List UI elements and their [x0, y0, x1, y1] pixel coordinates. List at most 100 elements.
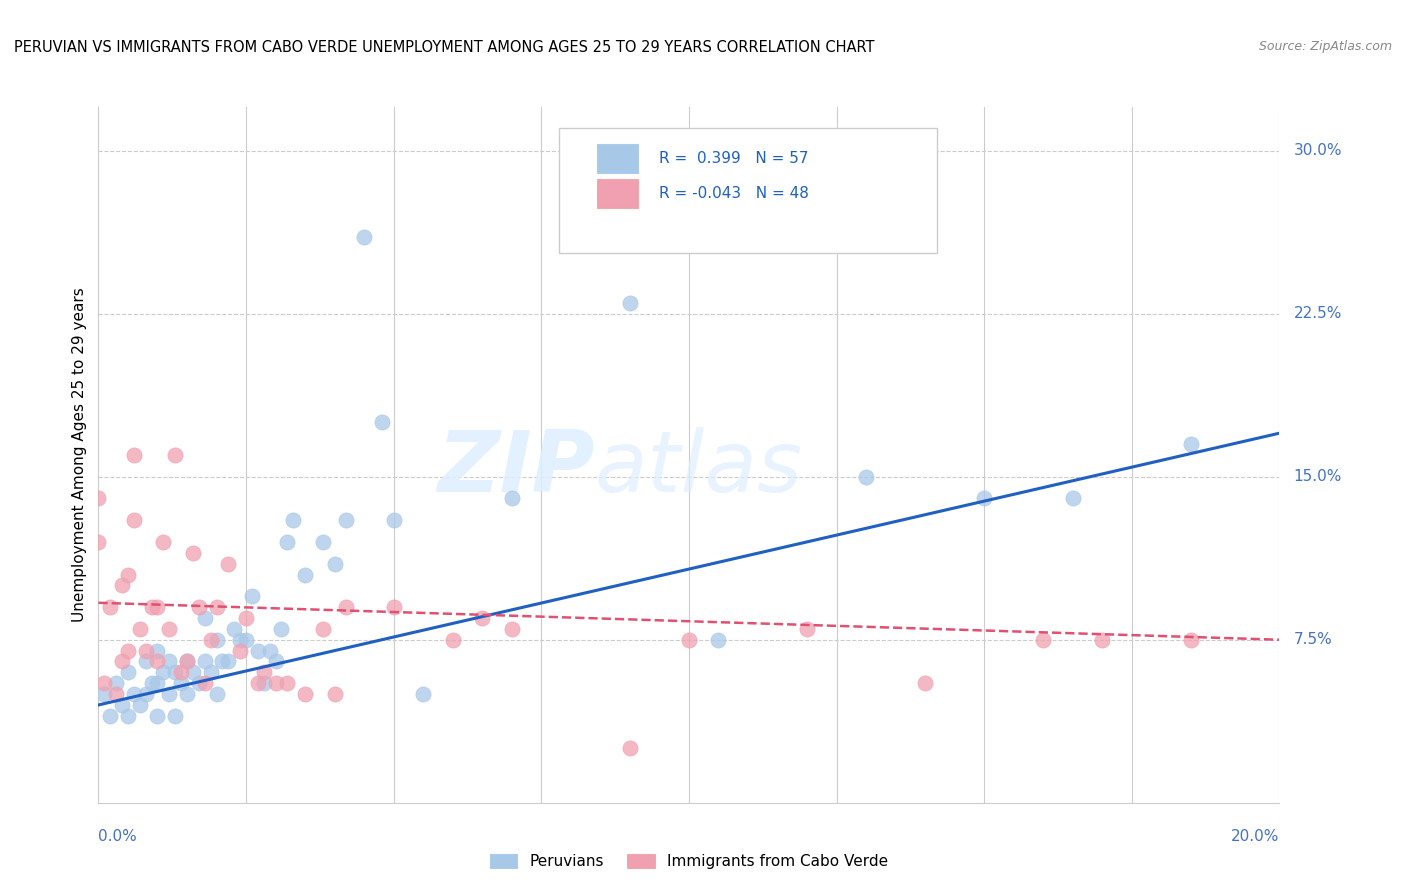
Point	[294, 687, 316, 701]
Text: 0.0%: 0.0%	[98, 829, 138, 844]
Point	[211, 655, 233, 669]
Point	[122, 687, 145, 701]
Bar	[596, 144, 638, 173]
Point	[146, 655, 169, 669]
Point	[294, 567, 316, 582]
Bar	[596, 178, 638, 208]
Point	[93, 676, 115, 690]
Point	[135, 687, 157, 701]
Point	[170, 676, 193, 690]
Point	[205, 600, 228, 615]
Point	[335, 600, 357, 615]
Point	[157, 687, 180, 701]
Point	[176, 687, 198, 701]
Point	[200, 632, 222, 647]
Text: ZIP: ZIP	[437, 427, 595, 510]
Point	[501, 622, 523, 636]
Point	[253, 665, 276, 680]
Point	[276, 676, 298, 690]
Point	[335, 513, 357, 527]
Point	[146, 708, 169, 723]
Point	[707, 632, 730, 647]
Point	[98, 600, 121, 615]
Point	[165, 665, 187, 680]
Point	[229, 632, 252, 647]
Point	[128, 622, 150, 636]
Text: 30.0%: 30.0%	[1294, 143, 1343, 158]
Point	[312, 534, 335, 549]
Point	[135, 643, 157, 657]
Point	[914, 676, 936, 690]
Point	[128, 698, 150, 712]
Point	[235, 632, 257, 647]
Point	[111, 655, 134, 669]
Point	[194, 655, 217, 669]
Point	[1091, 632, 1114, 647]
Point	[382, 600, 405, 615]
Point	[117, 665, 139, 680]
Point	[122, 448, 145, 462]
Point	[353, 230, 375, 244]
Point	[796, 622, 818, 636]
Text: Source: ZipAtlas.com: Source: ZipAtlas.com	[1258, 40, 1392, 54]
Point	[270, 622, 292, 636]
Text: R = -0.043   N = 48: R = -0.043 N = 48	[659, 186, 810, 201]
Point	[323, 557, 346, 571]
Text: 22.5%: 22.5%	[1294, 306, 1341, 321]
Point	[176, 655, 198, 669]
Legend: Peruvians, Immigrants from Cabo Verde: Peruvians, Immigrants from Cabo Verde	[484, 847, 894, 875]
Point	[194, 676, 217, 690]
Point	[200, 665, 222, 680]
Point	[259, 643, 281, 657]
Point	[187, 600, 209, 615]
Text: PERUVIAN VS IMMIGRANTS FROM CABO VERDE UNEMPLOYMENT AMONG AGES 25 TO 29 YEARS CO: PERUVIAN VS IMMIGRANTS FROM CABO VERDE U…	[14, 40, 875, 55]
Text: 20.0%: 20.0%	[1232, 829, 1279, 844]
Y-axis label: Unemployment Among Ages 25 to 29 years: Unemployment Among Ages 25 to 29 years	[72, 287, 87, 623]
Point	[176, 655, 198, 669]
Point	[1062, 491, 1084, 506]
Point	[1180, 632, 1202, 647]
Point	[217, 557, 239, 571]
Text: 7.5%: 7.5%	[1294, 632, 1333, 648]
Point	[412, 687, 434, 701]
Point	[181, 546, 204, 560]
Point	[619, 295, 641, 310]
Point	[146, 676, 169, 690]
Point	[157, 622, 180, 636]
Point	[117, 708, 139, 723]
Point	[371, 415, 394, 429]
Point	[264, 676, 287, 690]
Point	[111, 698, 134, 712]
Point	[141, 600, 163, 615]
Point	[87, 491, 110, 506]
Point	[973, 491, 995, 506]
Point	[619, 741, 641, 756]
Point	[283, 513, 305, 527]
Point	[501, 491, 523, 506]
Point	[152, 665, 174, 680]
Point	[224, 622, 246, 636]
Point	[170, 665, 193, 680]
Point	[105, 676, 128, 690]
Point	[181, 665, 204, 680]
Point	[157, 655, 180, 669]
Point	[146, 600, 169, 615]
Point	[246, 643, 269, 657]
Point	[276, 534, 298, 549]
Text: R =  0.399   N = 57: R = 0.399 N = 57	[659, 151, 808, 166]
Point	[117, 567, 139, 582]
Point	[217, 655, 239, 669]
Point	[471, 611, 494, 625]
Point	[264, 655, 287, 669]
Point	[441, 632, 464, 647]
Point	[165, 708, 187, 723]
Text: 15.0%: 15.0%	[1294, 469, 1341, 484]
Point	[855, 469, 877, 483]
Point	[1180, 437, 1202, 451]
Point	[105, 687, 128, 701]
Point	[187, 676, 209, 690]
Point	[205, 687, 228, 701]
Text: atlas: atlas	[595, 427, 803, 510]
Point	[117, 643, 139, 657]
Point	[205, 632, 228, 647]
